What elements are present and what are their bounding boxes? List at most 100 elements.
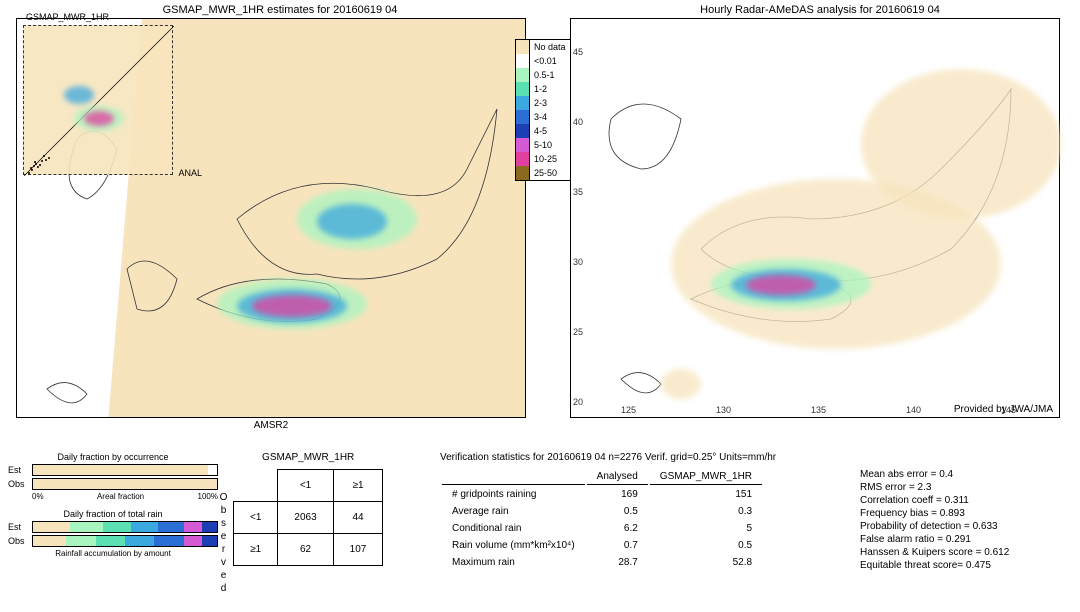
verif-metric: Hanssen & Kuipers score = 0.612: [860, 547, 1009, 558]
legend-label: 3-4: [530, 112, 547, 122]
verification-panel: Verification statistics for 20160619 04 …: [428, 452, 1072, 612]
stacked-segment: [66, 536, 95, 546]
occ-est-bar: [32, 464, 218, 476]
verif-row-label: Average rain: [442, 504, 585, 519]
row-label-obs: Obs: [8, 536, 32, 546]
legend-label: 2-3: [530, 98, 547, 108]
verif-analysed: 0.5: [587, 504, 648, 519]
verif-row-label: Conditional rain: [442, 521, 585, 536]
y-tick: 20: [573, 397, 583, 407]
stacked-segment: [125, 536, 154, 546]
rain-blob: [317, 204, 387, 239]
row-label-obs: Obs: [8, 479, 32, 489]
rain-blob: [84, 111, 114, 126]
occ-est-row: Est: [8, 464, 218, 476]
row-label-est: Est: [8, 465, 32, 475]
stacked-segment: [202, 536, 217, 546]
stacked-segment: [158, 522, 184, 532]
row-lt1: <1: [234, 502, 278, 534]
legend-swatch: [516, 54, 530, 68]
y-tick: 45: [573, 47, 583, 57]
stacked-segment: [184, 522, 202, 532]
x-tick: 135: [811, 405, 826, 415]
verif-analysed: 28.7: [587, 555, 648, 570]
verif-metric: Probability of detection = 0.633: [860, 521, 1009, 532]
verif-table-wrap: AnalysedGSMAP_MWR_1HR # gridpoints raini…: [440, 467, 860, 573]
verif-gsmap: 0.5: [650, 538, 762, 553]
legend-swatch: [516, 40, 530, 54]
y-tick: 25: [573, 327, 583, 337]
x-tick: 130: [716, 405, 731, 415]
axis-caption: Areal fraction: [97, 492, 144, 501]
tot-obs-bar: [32, 535, 218, 547]
right-map-panel: Hourly Radar-AMeDAS analysis for 2016061…: [560, 0, 1080, 450]
stacked-segment: [202, 522, 217, 532]
rain-blob: [64, 86, 94, 104]
legend-swatch: [516, 68, 530, 82]
cell-01: 44: [333, 502, 383, 534]
col-ge1: ≥1: [333, 470, 383, 502]
verif-analysed: 169: [587, 487, 648, 502]
inset-anal-label: ANAL: [178, 168, 202, 178]
verif-row: Rain volume (mm*km²x10⁴)0.70.5: [442, 538, 762, 553]
verif-row: Conditional rain6.25: [442, 521, 762, 536]
observed-label: Observed: [218, 492, 229, 596]
stacked-segment: [184, 536, 202, 546]
legend-swatch: [516, 96, 530, 110]
tot-est-row: Est: [8, 521, 218, 533]
verif-table: AnalysedGSMAP_MWR_1HR # gridpoints raini…: [440, 467, 764, 572]
verif-row: Maximum rain28.752.8: [442, 555, 762, 570]
col-lt1: <1: [278, 470, 333, 502]
verif-row: # gridpoints raining169151: [442, 487, 762, 502]
rain-blob: [861, 69, 1061, 219]
y-tick: 30: [573, 257, 583, 267]
rain-blob: [746, 275, 816, 295]
left-map: GSMAP_MWR_1HR ANAL No data<0.010.5-11-22…: [16, 18, 526, 418]
verif-row-label: Maximum rain: [442, 555, 585, 570]
contingency-title: GSMAP_MWR_1HR: [233, 452, 383, 463]
verif-analysed: 0.7: [587, 538, 648, 553]
stacked-segment: [70, 522, 103, 532]
bottom-row: Daily fraction by occurrence Est Obs 0% …: [0, 450, 1080, 612]
legend-label: <0.01: [530, 56, 557, 66]
page: GSMAP_MWR_1HR estimates for 20160619 04 …: [0, 0, 1080, 612]
verif-metric: Mean abs error = 0.4: [860, 469, 1009, 480]
rain-blob: [252, 295, 332, 317]
legend-swatch: [516, 124, 530, 138]
verif-metric: RMS error = 2.3: [860, 482, 1009, 493]
verif-row-label: Rain volume (mm*km²x10⁴): [442, 538, 585, 553]
verif-metrics: Mean abs error = 0.4 RMS error = 2.3 Corre…: [860, 467, 1009, 573]
tot-title: Daily fraction of total rain: [8, 509, 218, 519]
maps-row: GSMAP_MWR_1HR estimates for 20160619 04 …: [0, 0, 1080, 450]
col-gsmap: GSMAP_MWR_1HR: [650, 469, 762, 485]
col-analysed: Analysed: [587, 469, 648, 485]
legend-swatch: [516, 166, 530, 180]
legend-label: 5-10: [530, 140, 552, 150]
stacked-segment: [131, 522, 159, 532]
rain-blob: [661, 369, 701, 399]
legend-label: 4-5: [530, 126, 547, 136]
row-ge1: ≥1: [234, 534, 278, 566]
x-tick: 125: [621, 405, 636, 415]
verif-row-label: # gridpoints raining: [442, 487, 585, 502]
fraction-panel: Daily fraction by occurrence Est Obs 0% …: [8, 452, 218, 612]
left-map-footer: AMSR2: [16, 420, 526, 431]
stacked-segment: [96, 536, 125, 546]
x-tick: 140: [906, 405, 921, 415]
verif-metric: Equitable threat score= 0.475: [860, 560, 1009, 571]
inset-svg: [24, 26, 174, 176]
verif-header: Verification statistics for 20160619 04 …: [440, 452, 1072, 463]
provided-by: Provided by JWA/JMA: [954, 404, 1053, 415]
verif-metric: False alarm ratio = 0.291: [860, 534, 1009, 545]
y-tick: 40: [573, 117, 583, 127]
legend-swatch: [516, 82, 530, 96]
verif-analysed: 6.2: [587, 521, 648, 536]
cell-10: 62: [278, 534, 333, 566]
occ-obs-bar: [32, 478, 218, 490]
legend-swatch: [516, 152, 530, 166]
legend-label: 0.5-1: [530, 70, 555, 80]
cell-11: 107: [333, 534, 383, 566]
verif-metric: Correlation coeff = 0.311: [860, 495, 1009, 506]
occ-obs-row: Obs: [8, 478, 218, 490]
verif-gsmap: 0.3: [650, 504, 762, 519]
